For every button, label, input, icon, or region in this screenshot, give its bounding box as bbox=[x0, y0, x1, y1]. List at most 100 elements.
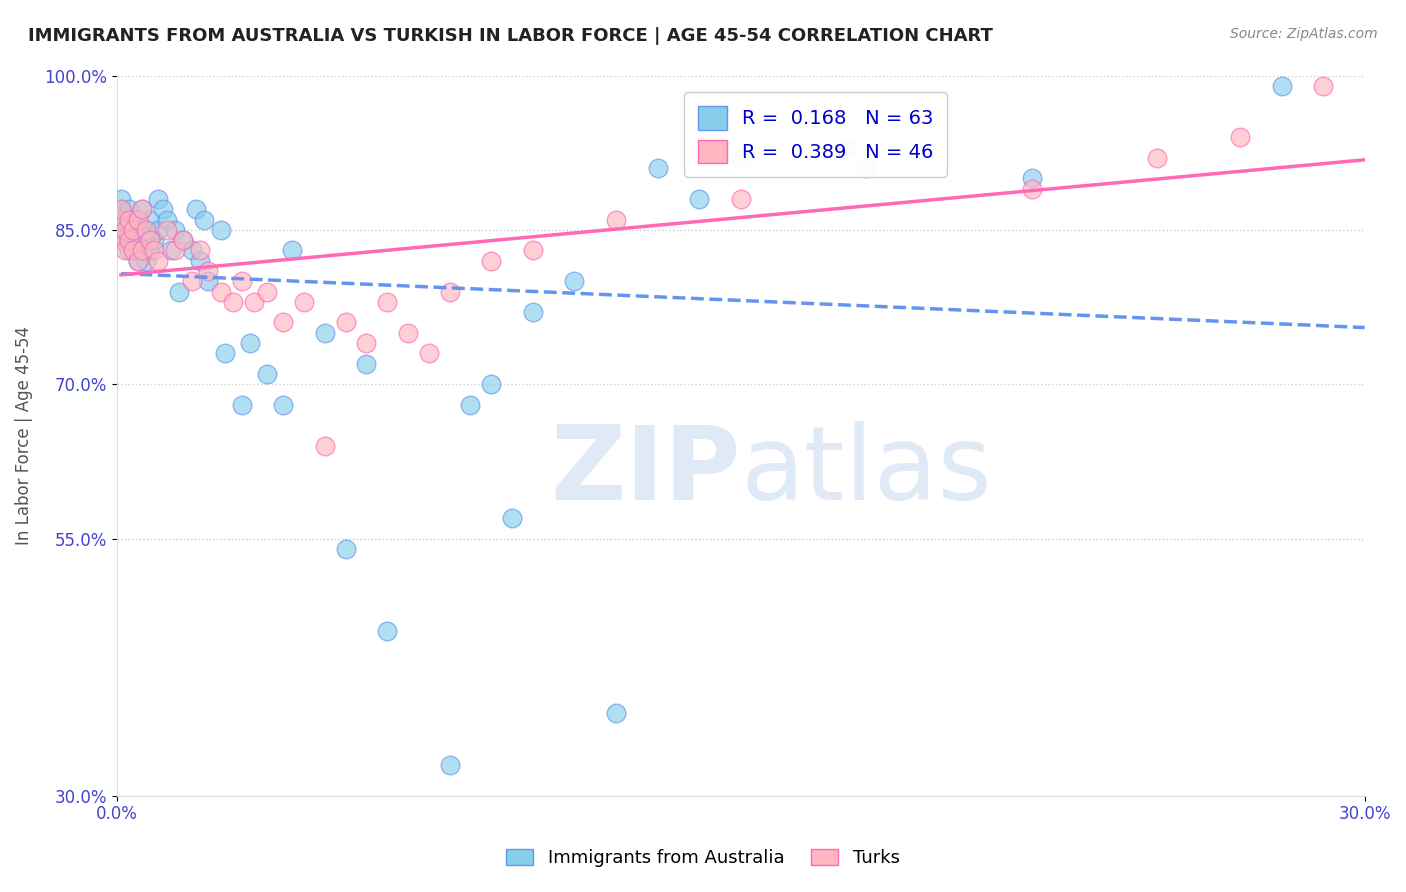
Point bbox=[114, 223, 136, 237]
Point bbox=[165, 244, 187, 258]
Point bbox=[110, 202, 132, 217]
Point bbox=[131, 202, 153, 217]
Point bbox=[605, 706, 627, 721]
Point bbox=[522, 244, 544, 258]
Point bbox=[114, 233, 136, 247]
Point bbox=[122, 223, 145, 237]
Point bbox=[564, 274, 586, 288]
Point bbox=[460, 398, 482, 412]
Point bbox=[356, 336, 378, 351]
Point bbox=[127, 253, 149, 268]
Point bbox=[143, 233, 166, 247]
Point bbox=[122, 212, 145, 227]
Point bbox=[271, 398, 294, 412]
Point bbox=[209, 223, 232, 237]
Point bbox=[1021, 171, 1043, 186]
Point bbox=[209, 285, 232, 299]
Point bbox=[439, 758, 461, 772]
Point bbox=[522, 305, 544, 319]
Point bbox=[172, 233, 194, 247]
Point bbox=[152, 202, 174, 217]
Point bbox=[156, 212, 179, 227]
Legend: Immigrants from Australia, Turks: Immigrants from Australia, Turks bbox=[499, 841, 907, 874]
Point bbox=[148, 223, 170, 237]
Point bbox=[110, 233, 132, 247]
Point bbox=[314, 439, 336, 453]
Point bbox=[193, 212, 215, 227]
Point bbox=[143, 244, 166, 258]
Point bbox=[127, 212, 149, 227]
Point bbox=[605, 212, 627, 227]
Point bbox=[148, 253, 170, 268]
Point bbox=[375, 624, 398, 639]
Point bbox=[396, 326, 419, 340]
Point bbox=[375, 294, 398, 309]
Point bbox=[239, 336, 262, 351]
Point bbox=[479, 253, 502, 268]
Point bbox=[114, 244, 136, 258]
Text: ZIP: ZIP bbox=[550, 421, 741, 522]
Point bbox=[139, 244, 162, 258]
Point bbox=[110, 223, 132, 237]
Point bbox=[110, 202, 132, 217]
Text: atlas: atlas bbox=[741, 421, 993, 522]
Point bbox=[135, 223, 157, 237]
Point bbox=[110, 233, 132, 247]
Y-axis label: In Labor Force | Age 45-54: In Labor Force | Age 45-54 bbox=[15, 326, 32, 545]
Point bbox=[172, 233, 194, 247]
Point bbox=[184, 202, 207, 217]
Point bbox=[167, 285, 190, 299]
Point bbox=[214, 346, 236, 360]
Point bbox=[855, 161, 877, 175]
Point bbox=[335, 316, 357, 330]
Point bbox=[127, 253, 149, 268]
Point bbox=[135, 223, 157, 237]
Point bbox=[335, 541, 357, 556]
Point bbox=[688, 192, 710, 206]
Point bbox=[256, 285, 278, 299]
Point bbox=[148, 192, 170, 206]
Point bbox=[122, 233, 145, 247]
Point bbox=[418, 346, 440, 360]
Point bbox=[127, 212, 149, 227]
Point bbox=[730, 192, 752, 206]
Point bbox=[131, 244, 153, 258]
Point bbox=[118, 233, 141, 247]
Point bbox=[271, 316, 294, 330]
Point bbox=[118, 202, 141, 217]
Point bbox=[1270, 78, 1292, 93]
Point bbox=[231, 398, 253, 412]
Point bbox=[114, 223, 136, 237]
Point bbox=[118, 223, 141, 237]
Point bbox=[110, 212, 132, 227]
Point bbox=[122, 223, 145, 237]
Point bbox=[501, 511, 523, 525]
Point bbox=[188, 253, 211, 268]
Point bbox=[160, 244, 183, 258]
Point bbox=[1146, 151, 1168, 165]
Point bbox=[118, 233, 141, 247]
Point bbox=[165, 223, 187, 237]
Point bbox=[118, 212, 141, 227]
Point bbox=[122, 244, 145, 258]
Point bbox=[180, 274, 202, 288]
Text: IMMIGRANTS FROM AUSTRALIA VS TURKISH IN LABOR FORCE | AGE 45-54 CORRELATION CHAR: IMMIGRANTS FROM AUSTRALIA VS TURKISH IN … bbox=[28, 27, 993, 45]
Point bbox=[110, 192, 132, 206]
Point bbox=[127, 244, 149, 258]
Point bbox=[730, 151, 752, 165]
Point bbox=[1229, 130, 1251, 145]
Point bbox=[222, 294, 245, 309]
Point bbox=[114, 212, 136, 227]
Point bbox=[1312, 78, 1334, 93]
Legend: R =  0.168   N = 63, R =  0.389   N = 46: R = 0.168 N = 63, R = 0.389 N = 46 bbox=[683, 93, 948, 177]
Point bbox=[197, 264, 219, 278]
Point bbox=[135, 253, 157, 268]
Point bbox=[647, 161, 669, 175]
Point bbox=[280, 244, 302, 258]
Point bbox=[834, 140, 856, 154]
Point bbox=[356, 357, 378, 371]
Point bbox=[1021, 182, 1043, 196]
Point bbox=[231, 274, 253, 288]
Point bbox=[139, 233, 162, 247]
Point bbox=[180, 244, 202, 258]
